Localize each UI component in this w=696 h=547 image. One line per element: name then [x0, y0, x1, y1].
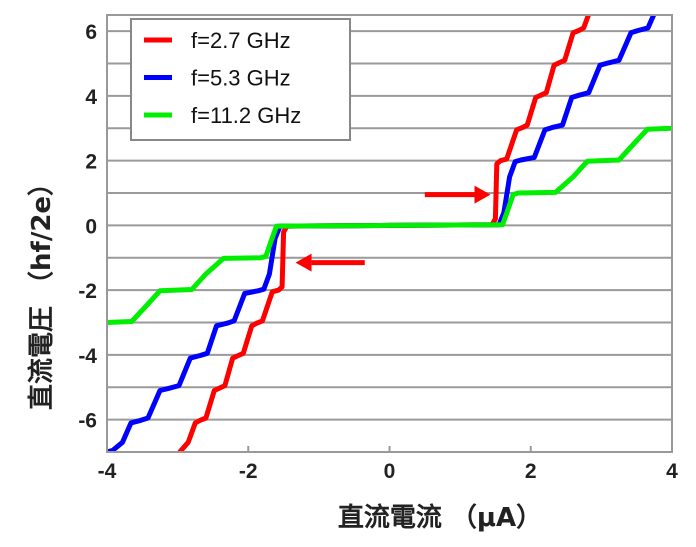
- legend: f=2.7 GHz f=5.3 GHz f=11.2 GHz: [130, 18, 351, 141]
- y-tick-label: -6: [78, 410, 97, 433]
- x-axis-label: 直流電流 （μA）: [338, 503, 542, 533]
- annotations: [295, 185, 491, 272]
- plot-frame: [106, 14, 673, 453]
- x-tick-label: 4: [666, 460, 678, 483]
- legend-label: f=5.3 GHz: [191, 66, 291, 91]
- x-tick-label: -4: [98, 460, 117, 483]
- y-tick-label: 4: [85, 86, 97, 109]
- series-line-2: [107, 125, 672, 325]
- arrow-head: [295, 253, 312, 272]
- y-tick-label: -4: [78, 345, 97, 368]
- legend-label: f=11.2 GHz: [191, 103, 301, 128]
- y-tick-label: 6: [85, 21, 97, 44]
- arrow-head: [474, 185, 491, 204]
- y-tick-label: 0: [85, 215, 97, 238]
- x-tick-label: 0: [384, 460, 396, 483]
- tick-labels: -4 -2 0 2 4 6 4 2 0 -2 -4 -6: [78, 21, 678, 483]
- y-axis-label: 直流電圧 （hf/2e）: [27, 170, 57, 410]
- legend-label: f=2.7 GHz: [191, 28, 291, 53]
- x-tick-label: -2: [239, 460, 258, 483]
- y-tick-label: 2: [85, 151, 97, 174]
- y-tick-label: -2: [78, 280, 97, 303]
- series-lines: [107, 15, 672, 452]
- x-tick-label: 2: [525, 460, 537, 483]
